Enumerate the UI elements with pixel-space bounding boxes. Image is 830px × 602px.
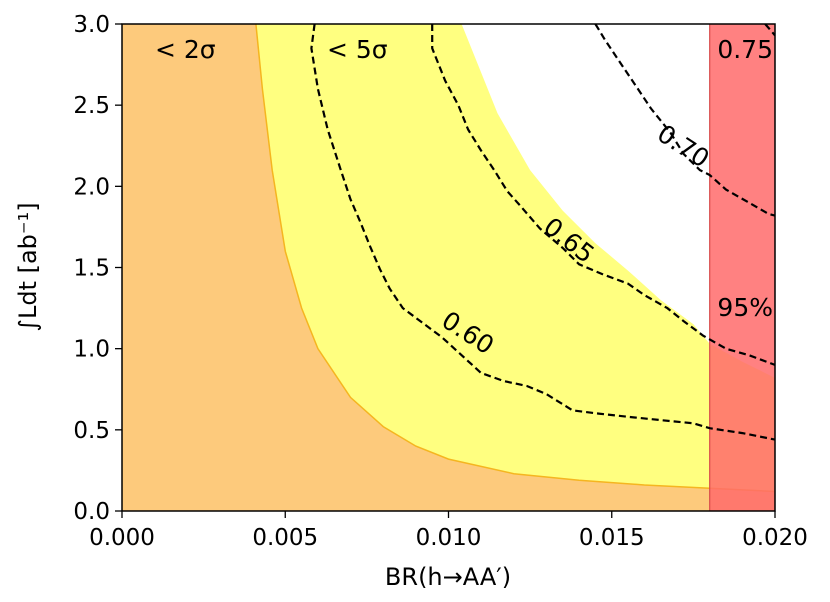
y-tick-label: 1.5 (73, 256, 110, 282)
contour-line-2 (594, 24, 775, 217)
y-tick-label: 2.0 (73, 174, 110, 200)
region-2sigma (122, 24, 775, 511)
region-above-5sigma (461, 24, 775, 378)
chart-regions (122, 24, 775, 511)
annotation-1: < 5σ (327, 35, 388, 64)
y-tick-label: 3.0 (73, 12, 110, 38)
x-tick-label: 0.020 (742, 525, 808, 551)
chart-annotations: < 2σ < 5σ 0.75 95% (155, 35, 773, 322)
x-axis-label: BR(h→AA′) (385, 563, 511, 591)
y-tick-label: 0.5 (73, 418, 110, 444)
y-axis-label: ∫Ldt [ab⁻¹] (14, 202, 42, 331)
contour-line-3 (764, 24, 775, 37)
y-tick-label: 1.0 (73, 337, 110, 363)
x-tick-label: 0.010 (416, 525, 482, 551)
annotation-0: < 2σ (155, 35, 216, 64)
x-tick-label: 0.015 (579, 525, 645, 551)
x-tick-label: 0.000 (89, 525, 155, 551)
contour-line-0 (310, 24, 775, 441)
region-2sigma-boundary (255, 24, 775, 493)
y-tick-label: 0.0 (73, 499, 110, 525)
chart-contours (310, 24, 775, 441)
annotation-3: 95% (717, 293, 773, 322)
x-axis: 0.000 0.005 0.010 0.015 0.020 (89, 511, 808, 551)
annotation-2: 0.75 (717, 35, 773, 64)
y-tick-label: 2.5 (73, 93, 110, 119)
x-tick-label: 0.005 (252, 525, 318, 551)
contour-line-1 (431, 24, 775, 366)
y-axis: 0.0 0.5 1.0 1.5 2.0 2.5 3.0 (73, 12, 122, 525)
